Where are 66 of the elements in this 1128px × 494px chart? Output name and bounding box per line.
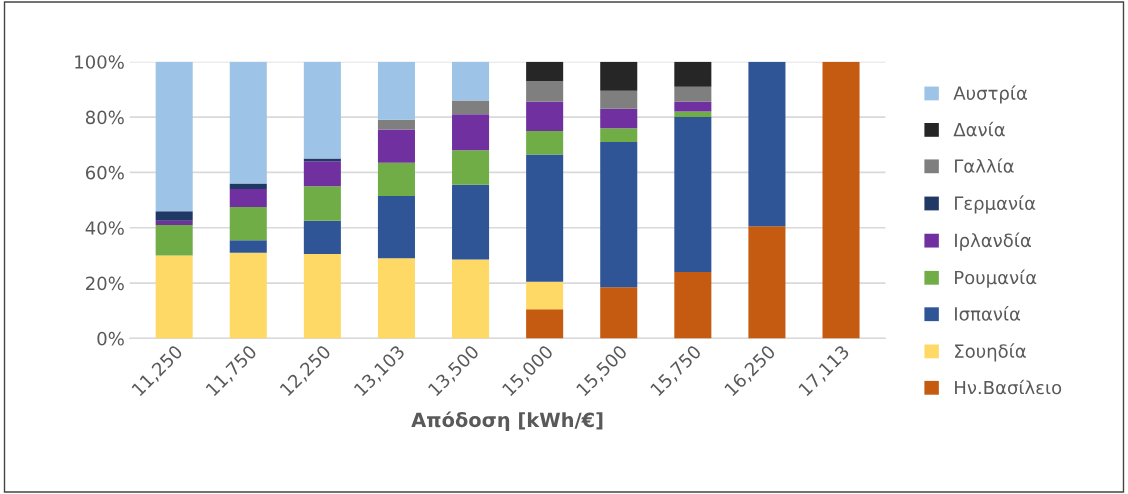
legend-label: Ην.Βασίλειο	[955, 379, 1062, 395]
bar	[303, 254, 341, 339]
bar	[674, 111, 712, 118]
legend-label: Γερμανία	[955, 195, 1036, 214]
y-tick-label: 60%	[85, 165, 124, 180]
y-tick-label: 40%	[85, 221, 124, 235]
bar	[229, 206, 267, 241]
legend-label: Σουηδία	[955, 343, 1026, 362]
bar	[303, 186, 341, 221]
legend-label: Ιρλανδία	[955, 232, 1031, 251]
y-tick-label: 100%	[75, 55, 124, 69]
bar	[229, 61, 267, 184]
legend-label: Γαλλία	[955, 158, 1014, 173]
bar	[452, 61, 490, 101]
bar	[600, 287, 638, 339]
bar	[155, 211, 193, 221]
y-tick-label: 0%	[97, 331, 124, 346]
bar	[303, 61, 341, 159]
bar	[452, 184, 490, 260]
bar	[303, 161, 341, 187]
legend-label: Ρουμανία	[955, 269, 1037, 288]
bar	[377, 162, 415, 196]
bar	[155, 220, 193, 225]
bar	[377, 195, 415, 259]
bar	[452, 150, 490, 185]
bar	[674, 117, 712, 272]
bar	[377, 119, 415, 130]
bar	[452, 100, 490, 115]
bar	[748, 61, 786, 227]
bar	[229, 189, 267, 207]
bar	[526, 309, 564, 339]
x-axis-title: Απόδοση [kWh/€]	[411, 411, 603, 431]
bar	[155, 61, 193, 212]
bar	[526, 101, 564, 131]
bar	[526, 281, 564, 310]
bar	[229, 183, 267, 189]
bar	[377, 258, 415, 339]
legend-label: Αυστρία	[953, 85, 1028, 104]
bar	[526, 61, 564, 82]
bar	[155, 255, 193, 339]
bar	[674, 86, 712, 102]
legend-label: Ισπανία	[955, 306, 1021, 321]
bar	[452, 114, 490, 151]
y-tick-label: 20%	[86, 276, 124, 291]
bar	[600, 128, 638, 142]
bar	[674, 101, 712, 112]
bar	[674, 61, 712, 87]
bar	[377, 129, 415, 163]
bar	[303, 220, 341, 255]
bar	[600, 90, 638, 109]
bar	[526, 154, 564, 282]
y-tick-label: 80%	[85, 110, 124, 125]
bar	[600, 141, 638, 288]
bar	[822, 61, 860, 339]
bar	[674, 272, 712, 339]
bar	[229, 252, 267, 339]
bar	[377, 61, 415, 120]
bar	[452, 259, 490, 339]
bar	[526, 130, 564, 155]
bar	[526, 81, 564, 102]
bar	[600, 108, 638, 129]
bar	[748, 226, 786, 339]
bar	[229, 240, 267, 253]
bar	[155, 224, 193, 256]
legend-label: Δανία	[953, 121, 1005, 137]
bar	[600, 61, 638, 91]
